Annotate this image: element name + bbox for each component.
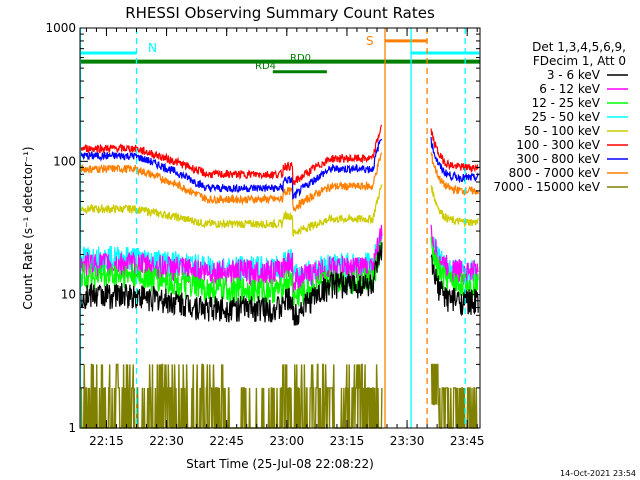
night-label: N (148, 41, 157, 55)
legend-label: 50 - 100 keV (524, 124, 601, 138)
rd4-label: RD4 (255, 61, 276, 72)
legend-label: 7000 - 15000 keV (493, 180, 600, 194)
y-tick-label: 1 (68, 421, 76, 435)
x-tick-label: 22:30 (149, 434, 184, 448)
legend-label: 3 - 6 keV (547, 68, 601, 82)
legend: Det 1,3,4,5,6,9, FDecim 1, Att 0 3 - 6 k… (493, 40, 628, 194)
series-line-6-post (431, 137, 478, 182)
saa-label: S (366, 34, 374, 48)
series-line-5-post (431, 128, 478, 171)
plot-frame (80, 28, 480, 428)
x-tick-label: 22:45 (209, 434, 244, 448)
series-layer (81, 125, 478, 428)
x-tick-label: 23:00 (270, 434, 305, 448)
x-tick-label: 22:15 (89, 434, 124, 448)
legend-label: 800 - 7000 keV (509, 166, 601, 180)
legend-label: 300 - 800 keV (516, 152, 600, 166)
series-line-4 (81, 185, 382, 236)
y-axis-label: Count Rate (s⁻¹ detector⁻¹) (21, 146, 35, 309)
y-tick-label: 1000 (45, 21, 76, 35)
legend-label: 100 - 300 keV (516, 138, 600, 152)
legend-label: 25 - 50 keV (532, 110, 601, 124)
y-tick-label: 100 (53, 154, 76, 168)
x-tick-label: 23:45 (450, 434, 485, 448)
markers-layer (80, 28, 465, 428)
x-tick-label: 23:30 (390, 434, 425, 448)
series-line-8 (81, 364, 382, 428)
legend-label: 12 - 25 keV (532, 96, 601, 110)
status-bars (80, 41, 480, 72)
timestamp: 14-Oct-2021 23:54 (560, 469, 636, 478)
x-axis-label: Start Time (25-Jul-08 22:08:22) (186, 457, 374, 471)
y-tick-label: 10 (61, 288, 76, 302)
chart-title: RHESSI Observing Summary Count Rates (125, 4, 435, 22)
legend-label: 6 - 12 keV (539, 82, 601, 96)
legend-header-1: Det 1,3,4,5,6,9, (532, 40, 626, 54)
rhessi-count-rate-chart: RHESSI Observing Summary Count Rates 1 10… (0, 0, 640, 480)
x-tick-label: 23:15 (330, 434, 365, 448)
series-line-8-post (431, 364, 478, 428)
legend-header-2: FDecim 1, Att 0 (533, 54, 626, 68)
rd0-label: RD0 (290, 53, 311, 64)
